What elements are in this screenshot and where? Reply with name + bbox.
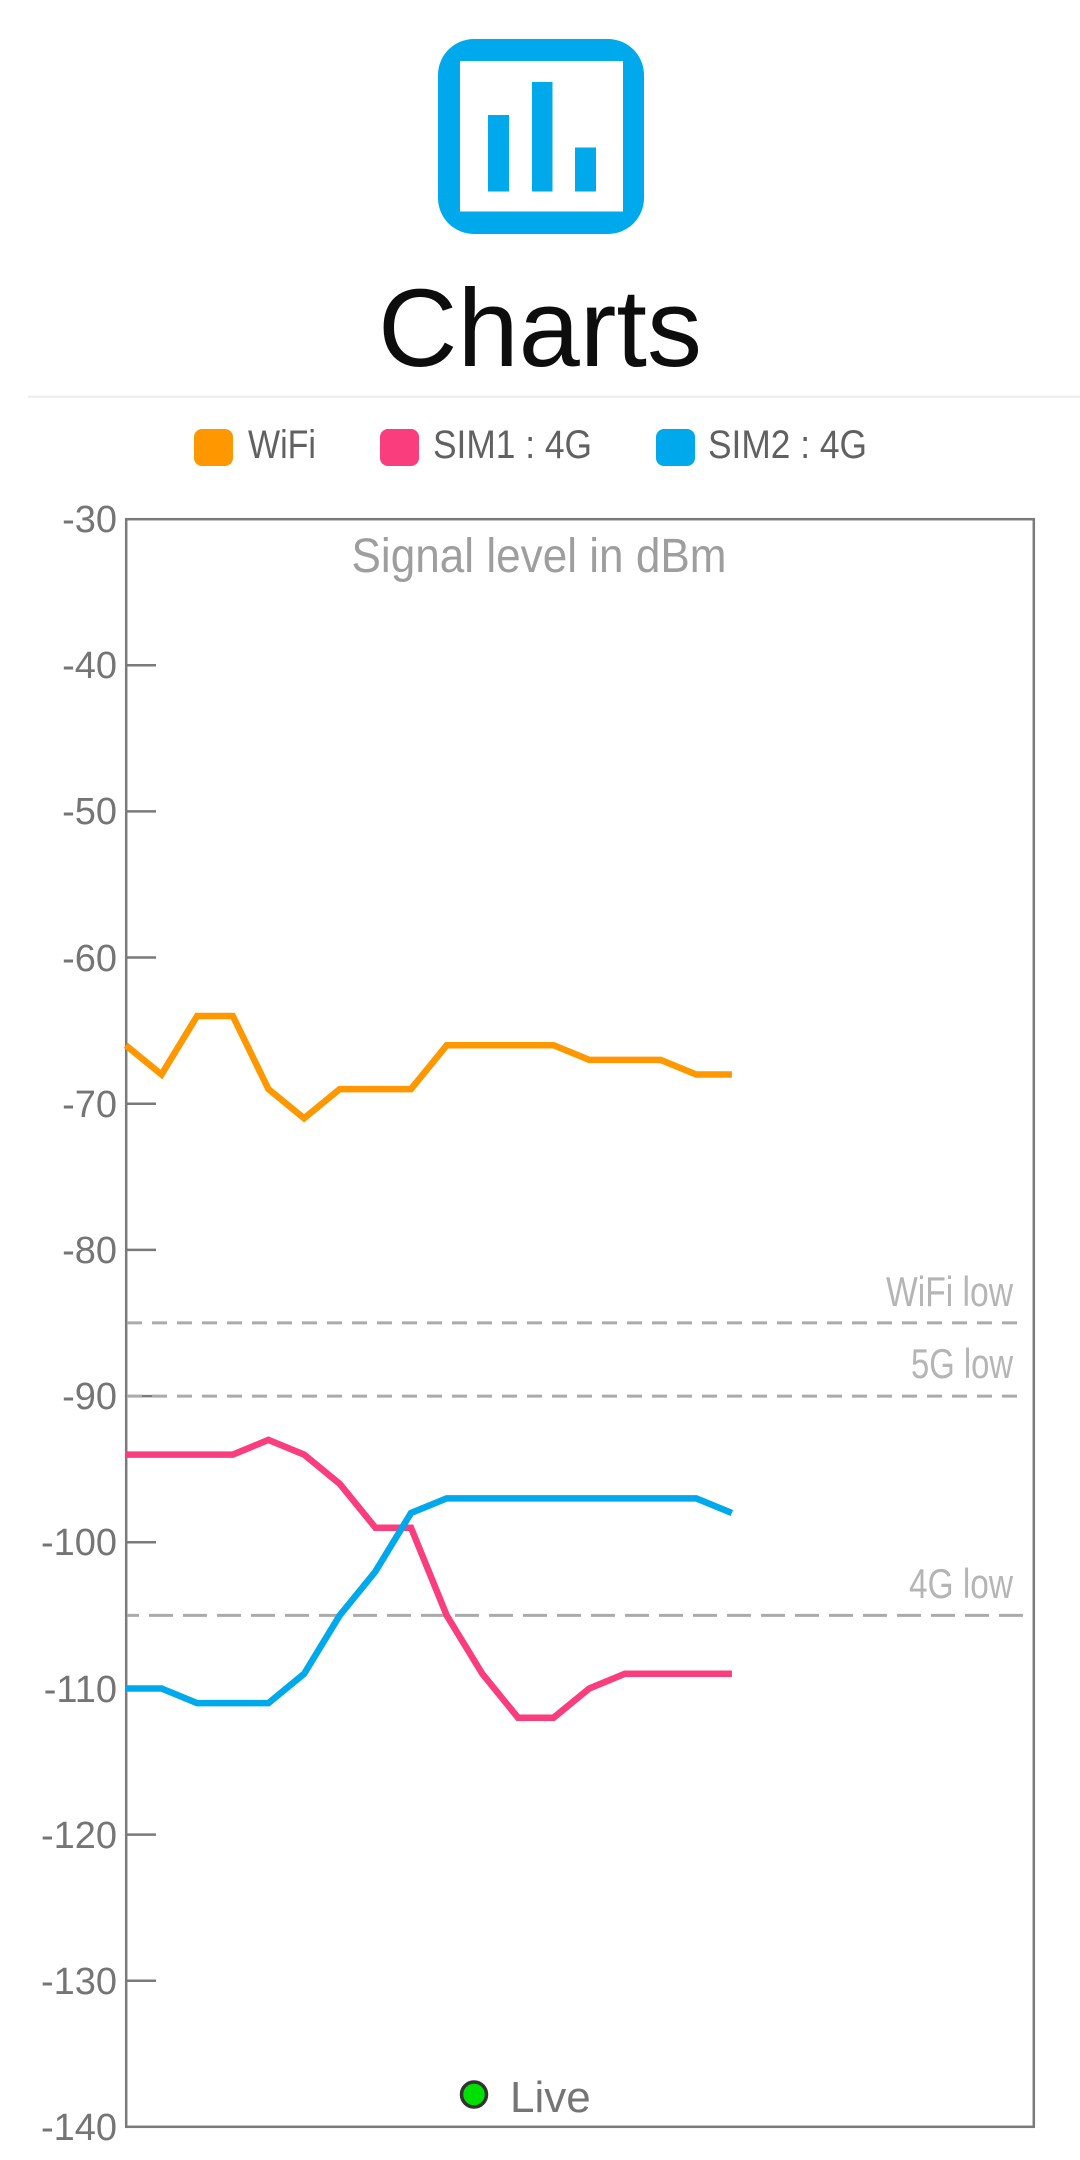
svg-text:-110: -110 <box>44 1669 117 1711</box>
svg-text:Charts: Charts <box>378 267 702 390</box>
svg-text:WiFi low: WiFi low <box>886 1268 1014 1315</box>
svg-text:-100: -100 <box>41 1522 117 1564</box>
svg-text:-120: -120 <box>41 1815 117 1857</box>
svg-text:-60: -60 <box>62 938 117 980</box>
svg-text:SIM2 : 4G: SIM2 : 4G <box>708 423 867 467</box>
svg-text:-50: -50 <box>62 791 117 833</box>
svg-text:-130: -130 <box>41 1961 117 2003</box>
svg-text:-140: -140 <box>41 2107 117 2149</box>
svg-text:-40: -40 <box>62 645 117 687</box>
svg-text:-80: -80 <box>62 1230 117 1272</box>
svg-text:-70: -70 <box>62 1084 117 1126</box>
svg-text:-30: -30 <box>62 499 117 541</box>
svg-text:Live: Live <box>510 2073 591 2122</box>
svg-text:-90: -90 <box>62 1376 117 1418</box>
svg-text:WiFi: WiFi <box>248 423 316 467</box>
svg-text:4G low: 4G low <box>909 1560 1014 1607</box>
svg-text:SIM1 : 4G: SIM1 : 4G <box>433 423 592 467</box>
svg-text:Signal level in dBm: Signal level in dBm <box>352 530 727 583</box>
svg-text:5G low: 5G low <box>911 1340 1014 1387</box>
